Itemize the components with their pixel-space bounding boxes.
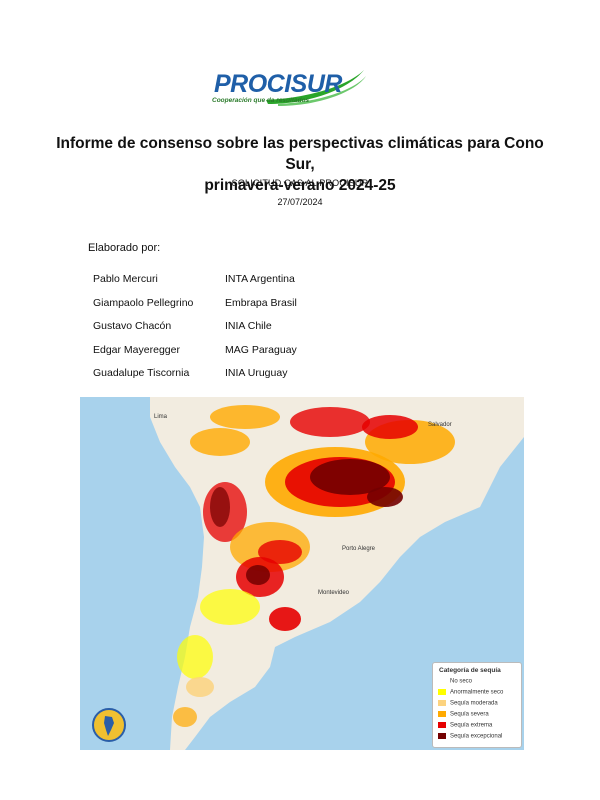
legend-item: No seco: [438, 678, 472, 687]
place-label-lima: Lima: [154, 414, 168, 420]
procisur-logo: PROCISUR Cooperación que da resultados: [208, 60, 368, 110]
author-row: Giampaolo Pellegrino Embrapa Brasil: [93, 297, 393, 321]
legend-item: Sequía excepcional: [438, 733, 502, 742]
legend-swatch: [438, 700, 446, 706]
land-south-america: [150, 397, 524, 750]
legend-label: Sequía moderada: [450, 700, 498, 707]
legend-label: No seco: [450, 678, 473, 685]
place-label-porto-alegre: Porto Alegre: [342, 546, 376, 552]
author-name: Edgar Mayeregger: [93, 343, 180, 356]
prepared-by-label: Elaborado por:: [88, 242, 161, 254]
author-institution: Embrapa Brasil: [225, 296, 297, 309]
place-label-montevideo: Montevideo: [318, 590, 350, 596]
report-subtitle: SOLICITUD CAS AL PROCISUR: [231, 178, 369, 188]
author-name: Gustavo Chacón: [93, 320, 172, 332]
legend-swatch: [438, 733, 446, 739]
legend-item: Sequía severa: [438, 711, 489, 720]
logo-swoosh-icon: [266, 70, 366, 106]
authors-list: Pablo Mercuri INTA Argentina Giampaolo P…: [93, 273, 393, 391]
legend-item: Sequía extrema: [438, 722, 492, 731]
author-row: Edgar Mayeregger MAG Paraguay: [93, 344, 393, 368]
legend-swatch: [438, 711, 446, 717]
author-institution: INIA Uruguay: [225, 367, 288, 379]
report-title-line1: Informe de consenso sobre las perspectiv…: [56, 135, 544, 173]
legend-item: Anormalmente seco: [438, 689, 503, 698]
place-label-salvador: Salvador: [428, 422, 452, 428]
legend-label: Anormalmente seco: [450, 689, 504, 696]
legend-swatch: [438, 678, 446, 684]
author-name: Guadalupe Tiscornia: [93, 367, 190, 379]
author-name: Pablo Mercuri: [93, 273, 158, 285]
legend-swatch: [438, 689, 446, 695]
report-date: 27/07/2024: [277, 197, 323, 207]
legend-label: Sequía extrema: [450, 722, 493, 729]
legend-item: Sequía moderada: [438, 700, 498, 709]
drought-legend: Categoría de sequía No seco Anormalmente…: [432, 662, 522, 748]
author-institution: INTA Argentina: [225, 273, 295, 285]
author-row: Gustavo Chacón INIA Chile: [93, 320, 393, 344]
author-institution: MAG Paraguay: [225, 343, 297, 356]
author-row: Pablo Mercuri INTA Argentina: [93, 273, 393, 297]
drought-overlay: [173, 405, 455, 727]
author-name: Giampaolo Pellegrino: [93, 296, 194, 309]
report-title: Informe de consenso sobre las perspectiv…: [40, 133, 560, 196]
report-title-line2: primavera-verano 2024-25: [204, 177, 396, 194]
legend-label: Sequía excepcional: [450, 733, 503, 740]
legend-swatch: [438, 722, 446, 728]
logo-wordmark: PROCISUR: [214, 70, 342, 98]
author-institution: INIA Chile: [225, 320, 272, 332]
drought-map-graphic: [150, 397, 524, 750]
globe-badge-icon: [92, 708, 126, 742]
author-row: Guadalupe Tiscornia INIA Uruguay: [93, 367, 393, 391]
legend-title: Categoría de sequía: [439, 667, 501, 674]
logo-tagline: Cooperación que da resultados: [212, 97, 310, 104]
legend-label: Sequía severa: [450, 711, 489, 718]
